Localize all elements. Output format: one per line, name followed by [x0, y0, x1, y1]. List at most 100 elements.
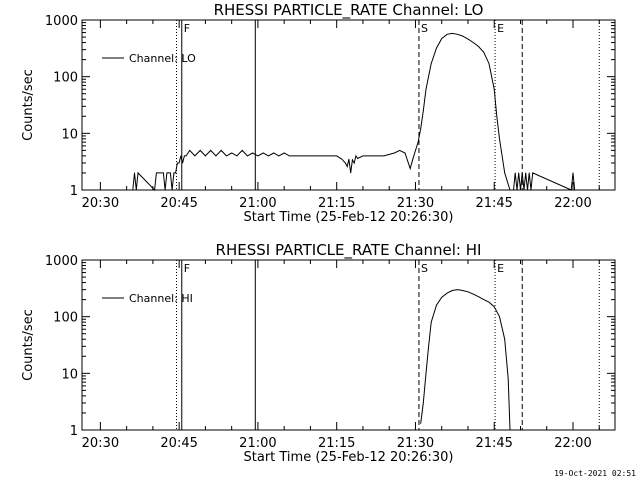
chart1-data-point: [504, 172, 506, 174]
chart1-data-point: [231, 152, 233, 154]
chart1-data-point: [320, 155, 322, 157]
chart1-data-point: [430, 63, 432, 64]
chart1-marker-label: E: [497, 22, 504, 35]
chart1-data-point: [509, 189, 511, 191]
chart1-data-point: [189, 150, 191, 151]
chart2-data-point: [436, 304, 437, 306]
chart1-data-point: [357, 158, 359, 159]
chart1-data-point: [220, 150, 222, 151]
chart1-data-point: [226, 155, 227, 157]
chart1-xtick-label: 21:30: [397, 196, 434, 211]
chart1-data-point: [499, 138, 500, 140]
chart1-ylabel: Counts/sec: [21, 69, 36, 141]
chart1-data-point: [493, 88, 495, 90]
chart1-data-point: [355, 155, 357, 157]
chart1-data-point: [462, 35, 464, 37]
chart1-series-line: [132, 32, 576, 192]
chart1-data-point: [262, 152, 264, 154]
chart1-data-point: [163, 172, 164, 174]
chart1-data-point: [278, 155, 280, 157]
chart1-data-point: [572, 172, 574, 174]
chart1-data-point: [273, 152, 275, 154]
chart2-xtick-label: 22:00: [554, 436, 591, 451]
chart1-data-point: [283, 152, 285, 154]
chart1-data-point: [135, 189, 137, 191]
chart1-data-point: [299, 155, 301, 157]
chart2-data-point: [472, 293, 474, 295]
chart1-ytick-label: 100: [53, 71, 78, 86]
chart1-data-point: [528, 172, 530, 174]
chart1-ytick-label: 1: [70, 184, 78, 199]
chart1-data-point: [154, 189, 156, 191]
chart1-data-point: [451, 33, 453, 34]
chart1-data-point: [350, 172, 352, 174]
chart1-data-point: [446, 33, 448, 35]
chart1-data-point: [352, 159, 353, 161]
chart1-data-point: [409, 168, 411, 169]
chart1-data-point: [383, 155, 385, 157]
chart1-data-point: [185, 155, 187, 157]
chart2-data-point: [446, 292, 448, 294]
chart1-data-point: [574, 189, 576, 191]
chart1-data-point: [404, 152, 406, 154]
chart2-data-point: [451, 290, 453, 291]
chart2-data-point: [420, 423, 422, 424]
chart1-data-point: [177, 162, 178, 164]
chart2-ytick-label: 100: [53, 311, 78, 326]
chart1-data-point: [175, 172, 177, 174]
chart1-data-point: [513, 189, 514, 191]
chart1-marker-label: F: [184, 22, 190, 35]
chart1-data-point: [373, 155, 374, 157]
chart2-marker-label: F: [184, 262, 190, 275]
chart1-data-point: [184, 155, 185, 157]
chart2-data-point: [457, 289, 458, 290]
chart1-data-point: [520, 189, 521, 191]
chart1-data-point: [289, 155, 290, 157]
chart1-data-point: [182, 162, 184, 164]
chart1-data-point: [516, 189, 518, 191]
chart2-ylabel: Counts/sec: [21, 309, 36, 381]
chart2-data-point: [493, 306, 495, 308]
chart2-marker-label: S: [421, 262, 428, 275]
chart1-ytick-label: 1000: [45, 14, 78, 29]
chart1-data-point: [441, 38, 443, 39]
chart1-data-point: [134, 172, 135, 174]
chart2-marker-label: E: [497, 262, 504, 275]
chart2-data-point: [483, 299, 485, 300]
chart2-data-point: [509, 429, 511, 431]
chart1-data-point: [422, 110, 424, 112]
chart1-data-point: [166, 172, 168, 174]
chart1-data-point: [171, 189, 173, 191]
chart1-data-point: [394, 152, 395, 154]
chart2-series-line: [420, 289, 511, 431]
chart1-data-point: [417, 141, 419, 143]
chart1-title: RHESSI PARTICLE_RATE Channel: LO: [214, 1, 484, 20]
chart1-data-point: [170, 172, 171, 174]
chart1-data-point: [570, 189, 572, 191]
chart2-data-point: [430, 321, 432, 323]
chart1-data-point: [173, 172, 175, 174]
chart1-data-point: [159, 172, 161, 174]
chart1-data-point: [178, 162, 180, 164]
chart2-data-point: [425, 372, 427, 374]
chart1-data-point: [399, 150, 401, 151]
chart1-data-point: [523, 189, 525, 191]
chart2-data-point: [478, 296, 479, 298]
chart1-data-point: [532, 172, 534, 174]
chart1-xlabel: Start Time (25-Feb-12 20:26:30): [244, 210, 454, 225]
chart1-data-point: [530, 189, 532, 191]
chart2-xtick-label: 21:00: [239, 436, 276, 451]
chart2-data-point: [441, 296, 443, 298]
chart2-data-point: [467, 291, 469, 293]
chart1-data-point: [525, 172, 527, 174]
chart2-xlabel: Start Time (25-Feb-12 20:26:30): [244, 450, 454, 465]
chart1-data-point: [310, 155, 311, 157]
chart2-data-point: [422, 402, 424, 404]
chart1-xtick-label: 21:00: [239, 196, 276, 211]
chart1-data-point: [483, 51, 485, 53]
chart1-data-point: [362, 155, 364, 157]
chart1-data-point: [236, 155, 238, 157]
chart2-data-point: [504, 338, 506, 340]
chart1-data-point: [156, 172, 157, 174]
